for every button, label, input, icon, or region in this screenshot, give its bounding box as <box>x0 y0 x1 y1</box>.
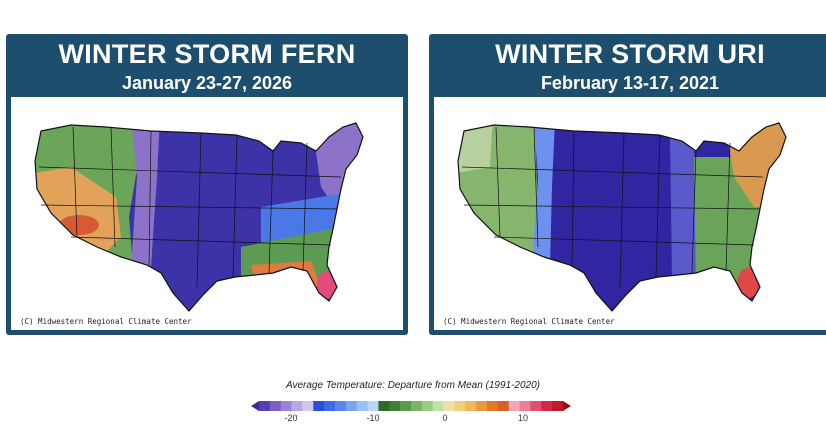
legend-swatch <box>465 401 477 411</box>
western-region <box>458 123 538 267</box>
panel-title: WINTER STORM FERN <box>58 39 356 69</box>
fern-panel: WINTER STORM FERN January 23-27, 2026 <box>6 34 408 335</box>
legend-swatch <box>541 401 553 411</box>
legend-swatch <box>497 401 510 411</box>
map-credit: (C) Midwestern Regional Climate Center <box>443 317 615 326</box>
legend-swatch <box>378 401 390 411</box>
panel-title: WINTER STORM URI <box>495 39 765 69</box>
legend-swatch <box>269 401 282 411</box>
legend-swatch <box>356 401 368 411</box>
uri-panel: WINTER STORM URI February 13-17, 2021 <box>429 34 826 335</box>
legend-swatch <box>367 401 379 411</box>
legend-title: Average Temperature: Departure from Mean… <box>285 380 541 391</box>
legend-swatch <box>563 401 571 411</box>
map-frame: (C) Midwestern Regional Climate Center <box>434 97 826 330</box>
legend-swatch <box>476 401 488 411</box>
legend-swatch <box>411 401 423 411</box>
hot-spot <box>59 215 99 235</box>
tick-label: -20 <box>284 413 298 423</box>
legend-swatch <box>313 401 325 411</box>
state-borders <box>38 126 342 288</box>
temperature-anomaly-map <box>457 122 787 312</box>
legend-swatch <box>552 401 564 411</box>
legend-swatch <box>280 401 292 411</box>
legend-swatch <box>345 401 358 411</box>
legend-swatch <box>324 401 336 411</box>
legend-swatch <box>443 401 455 411</box>
legend-swatch <box>400 401 412 411</box>
northwest-region <box>458 123 494 177</box>
legend-swatch <box>530 401 542 411</box>
legend-swatch <box>302 401 314 411</box>
fringe-band <box>670 137 696 277</box>
legend-swatch <box>251 401 259 411</box>
legend-swatch <box>389 401 401 411</box>
legend-swatch <box>519 401 531 411</box>
florida-region <box>737 268 759 298</box>
blue-band <box>532 123 556 267</box>
map-frame: (C) Midwestern Regional Climate Center <box>11 97 403 330</box>
panel-dates: January 23-27, 2026 <box>121 73 293 93</box>
legend-swatch <box>259 401 271 411</box>
legend-swatch <box>421 401 434 411</box>
map-credit: (C) Midwestern Regional Climate Center <box>20 317 192 326</box>
panel-dates: February 13-17, 2021 <box>540 73 720 93</box>
tick-label: -10 <box>366 413 380 423</box>
tick-label: 10 <box>517 413 528 423</box>
legend-swatch <box>487 401 499 411</box>
legend-swatch <box>432 401 444 411</box>
legend-swatch <box>508 401 520 411</box>
temperature-anomaly-map <box>34 122 364 312</box>
tick-label: 0 <box>442 413 448 423</box>
fringe-band <box>129 123 161 267</box>
state-borders <box>461 126 765 288</box>
legend-swatch <box>291 401 303 411</box>
color-scale-bar <box>251 401 571 411</box>
florida-region <box>317 271 337 299</box>
legend-swatch <box>454 401 466 411</box>
legend-swatch <box>335 401 347 411</box>
